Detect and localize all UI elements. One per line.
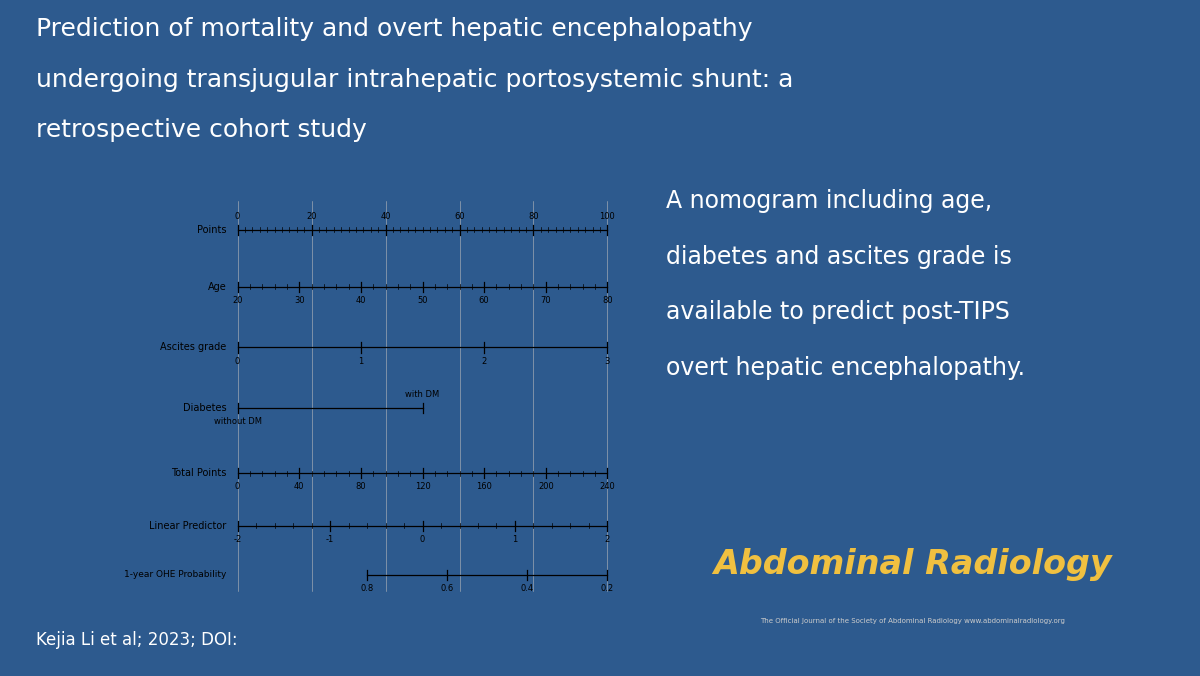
Text: 50: 50 bbox=[418, 296, 427, 305]
Text: retrospective cohort study: retrospective cohort study bbox=[36, 118, 367, 143]
Text: 40: 40 bbox=[380, 212, 391, 221]
Text: 70: 70 bbox=[540, 296, 551, 305]
Text: 120: 120 bbox=[415, 483, 431, 491]
Text: 80: 80 bbox=[602, 296, 613, 305]
Text: 100: 100 bbox=[600, 212, 616, 221]
Text: 0.4: 0.4 bbox=[521, 584, 534, 593]
Text: Ascites grade: Ascites grade bbox=[161, 343, 227, 352]
Text: 80: 80 bbox=[528, 212, 539, 221]
Text: 40: 40 bbox=[355, 296, 366, 305]
Text: 160: 160 bbox=[476, 483, 492, 491]
Text: -1: -1 bbox=[326, 535, 334, 544]
Text: Diabetes: Diabetes bbox=[182, 404, 227, 413]
Text: 30: 30 bbox=[294, 296, 305, 305]
Text: 0.8: 0.8 bbox=[360, 584, 373, 593]
Text: The Official Journal of the Society of Abdominal Radiology www.abdominalradiolog: The Official Journal of the Society of A… bbox=[760, 618, 1064, 623]
Text: 200: 200 bbox=[538, 483, 553, 491]
Text: 20: 20 bbox=[306, 212, 317, 221]
Text: 2: 2 bbox=[481, 357, 487, 366]
Text: 0.6: 0.6 bbox=[440, 584, 454, 593]
Text: 1: 1 bbox=[359, 357, 364, 366]
Text: overt hepatic encephalopathy.: overt hepatic encephalopathy. bbox=[666, 356, 1025, 380]
Text: Abdominal Radiology: Abdominal Radiology bbox=[713, 548, 1111, 581]
Text: 240: 240 bbox=[600, 483, 616, 491]
Text: 20: 20 bbox=[233, 296, 242, 305]
Text: undergoing transjugular intrahepatic portosystemic shunt: a: undergoing transjugular intrahepatic por… bbox=[36, 68, 793, 92]
Text: 0: 0 bbox=[235, 357, 240, 366]
Text: Linear Predictor: Linear Predictor bbox=[149, 521, 227, 531]
Text: 1: 1 bbox=[512, 535, 517, 544]
Text: 1-year OHE Probability: 1-year OHE Probability bbox=[124, 570, 227, 579]
Text: 0: 0 bbox=[235, 212, 240, 221]
Text: 0: 0 bbox=[235, 483, 240, 491]
Text: 60: 60 bbox=[454, 212, 464, 221]
Text: 80: 80 bbox=[355, 483, 366, 491]
Text: with DM: with DM bbox=[406, 390, 439, 399]
Text: 0.2: 0.2 bbox=[601, 584, 614, 593]
Text: 40: 40 bbox=[294, 483, 305, 491]
Text: 3: 3 bbox=[605, 357, 610, 366]
Text: A nomogram including age,: A nomogram including age, bbox=[666, 189, 992, 214]
Text: without DM: without DM bbox=[214, 417, 262, 427]
Text: diabetes and ascites grade is: diabetes and ascites grade is bbox=[666, 245, 1012, 269]
Text: 0: 0 bbox=[420, 535, 425, 544]
Text: Points: Points bbox=[197, 225, 227, 235]
Text: 60: 60 bbox=[479, 296, 490, 305]
Text: Age: Age bbox=[208, 282, 227, 291]
Text: Kejia Li et al; 2023; DOI:: Kejia Li et al; 2023; DOI: bbox=[36, 631, 238, 649]
Text: Total Points: Total Points bbox=[172, 468, 227, 478]
Text: 2: 2 bbox=[605, 535, 610, 544]
Text: Prediction of mortality and overt hepatic encephalopathy: Prediction of mortality and overt hepati… bbox=[36, 17, 752, 41]
Text: available to predict post-TIPS: available to predict post-TIPS bbox=[666, 300, 1010, 324]
Text: -2: -2 bbox=[234, 535, 241, 544]
